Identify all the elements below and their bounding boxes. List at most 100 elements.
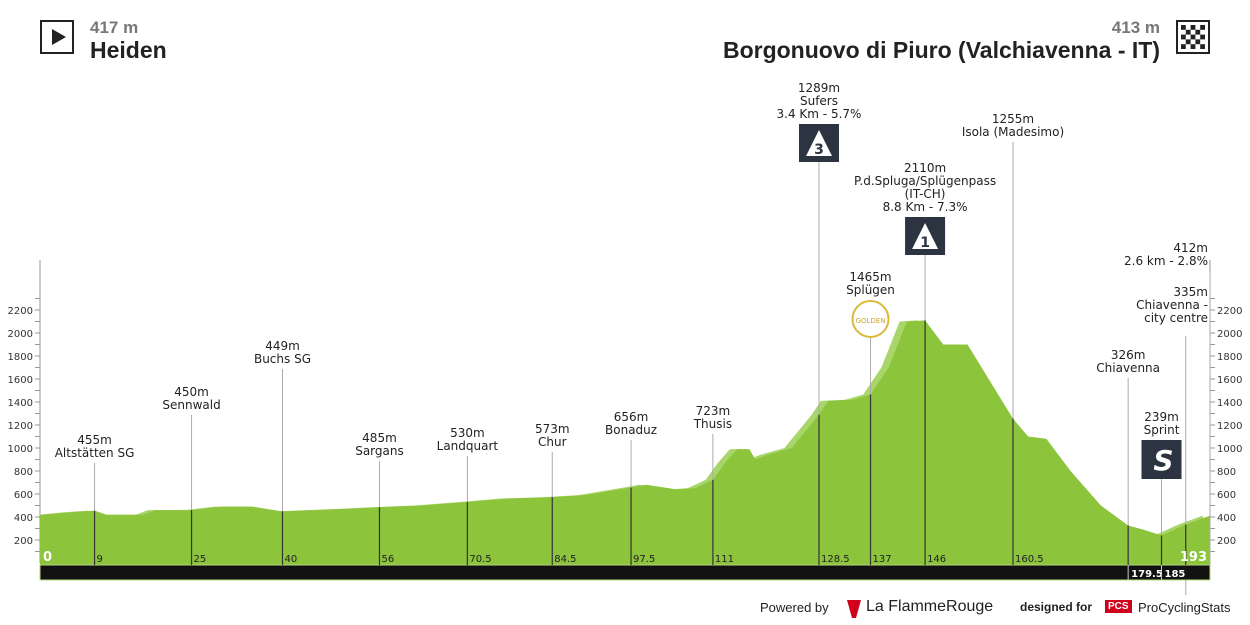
km-marker-label: 137 — [873, 554, 892, 565]
point-label: 1465m — [849, 270, 891, 284]
point-label: 450m — [174, 385, 209, 399]
finish-name: Borgonuovo di Piuro (Valchiavenna - IT) — [722, 37, 1160, 63]
km-marker-label: 179.5 — [1131, 569, 1163, 580]
y-tick-label-right: 400 — [1217, 513, 1236, 524]
powered-by-label: Powered by — [760, 600, 829, 615]
point-label: city centre — [1144, 311, 1208, 325]
km-marker-label: 146 — [927, 554, 946, 565]
km-marker-label: 84.5 — [554, 554, 576, 565]
y-tick-label-right: 600 — [1217, 490, 1236, 501]
point-label: Isola (Madesimo) — [962, 125, 1064, 139]
kom-triangle-icon — [912, 223, 939, 249]
y-tick-label-right: 2000 — [1217, 329, 1242, 340]
y-tick-label-right: 1000 — [1217, 444, 1242, 455]
checker-square — [1181, 34, 1186, 40]
point-label: 335m — [1173, 285, 1208, 299]
point-label: Landquart — [437, 439, 499, 453]
km-marker-label: 56 — [381, 554, 394, 565]
y-tick-label-left: 1400 — [8, 398, 33, 409]
y-tick-label-right: 1600 — [1217, 375, 1242, 386]
point-label: Buchs SG — [254, 352, 311, 366]
kom-category: 1 — [920, 235, 930, 251]
point-label: 449m — [265, 339, 300, 353]
finish-info: 413 m Borgonuovo di Piuro (Valchiavenna … — [723, 18, 1160, 62]
brand-name: La FlammeRouge — [866, 598, 994, 615]
point-label: Thusis — [693, 417, 732, 431]
profile-area — [40, 320, 1210, 565]
point-label: 2.6 km - 2.8% — [1124, 254, 1208, 268]
point-label: 455m — [77, 433, 112, 447]
km-marker-label: 9 — [97, 554, 103, 565]
km-marker-label: 193 — [1180, 550, 1207, 565]
kom-triangle-icon — [805, 130, 832, 156]
point-label: Sprint — [1144, 423, 1180, 437]
y-tick-label-left: 2200 — [8, 306, 33, 317]
checker-square — [1195, 39, 1201, 45]
km-marker-label: 70.5 — [469, 554, 491, 565]
checker-square — [1190, 25, 1196, 30]
checker-square — [1200, 34, 1205, 40]
finish-altitude: 413 m — [1111, 18, 1160, 37]
y-tick-label-right: 800 — [1217, 467, 1236, 478]
start-info: 417 m Heiden — [90, 18, 167, 62]
point-label: Chur — [538, 435, 567, 449]
checker-square — [1190, 44, 1196, 49]
y-tick-label-right: 1400 — [1217, 398, 1242, 409]
point-label: Splügen — [846, 283, 895, 297]
point-label: Sennwald — [162, 398, 220, 412]
point-label: 485m — [362, 431, 397, 445]
y-tick-label-left: 600 — [14, 490, 33, 501]
golden-kilometer-text: GOLDEN — [856, 317, 886, 325]
checker-square — [1181, 44, 1186, 49]
checker-square — [1181, 25, 1186, 30]
point-label: (IT-CH) — [905, 187, 946, 201]
km-marker-label: 160.5 — [1015, 554, 1044, 565]
y-tick-label-left: 200 — [14, 536, 33, 547]
y-tick-label-right: 1800 — [1217, 352, 1242, 363]
sprint-icon: S — [1153, 444, 1173, 477]
km-marker-label: 25 — [194, 554, 207, 565]
y-tick-label-right: 200 — [1217, 536, 1236, 547]
point-label: 239m — [1144, 410, 1179, 424]
flamme-rouge-logo-icon — [847, 600, 861, 618]
point-label: 2110m — [904, 161, 946, 175]
point-label: 3.4 Km - 5.7% — [777, 107, 862, 121]
distance-bar — [39, 564, 1211, 581]
y-tick-label-right: 1200 — [1217, 421, 1242, 432]
checkered-flag-icon — [1176, 20, 1210, 54]
point-label: 412m — [1173, 241, 1208, 255]
point-label: Bonaduz — [605, 423, 657, 437]
checker-square — [1185, 39, 1191, 45]
checker-square — [1195, 29, 1201, 35]
point-label: 1255m — [992, 112, 1034, 126]
point-label: 1289m — [798, 81, 840, 95]
point-label: P.d.Spluga/Splügenpass — [854, 174, 996, 188]
checker-square — [1200, 25, 1205, 30]
play-icon — [40, 20, 74, 54]
point-label: Sufers — [800, 94, 838, 108]
y-tick-label-left: 2000 — [8, 329, 33, 340]
y-tick-label-left: 1600 — [8, 375, 33, 386]
point-label: 656m — [614, 410, 649, 424]
km-marker-label: 128.5 — [821, 554, 850, 565]
km-marker-label: 185 — [1165, 569, 1186, 580]
point-label: 326m — [1111, 348, 1146, 362]
kom-category: 3 — [814, 142, 824, 158]
checker-square — [1185, 29, 1191, 35]
point-label: 530m — [450, 426, 485, 440]
y-tick-label-left: 1800 — [8, 352, 33, 363]
start-altitude: 417 m — [90, 18, 139, 37]
start-name: Heiden — [90, 37, 167, 63]
y-tick-label-left: 400 — [14, 513, 33, 524]
km-marker-label: 0 — [43, 550, 52, 565]
pcs-logo: PCS — [1105, 600, 1132, 613]
point-label: Chiavenna - — [1136, 298, 1208, 312]
pcs-name: ProCyclingStats — [1138, 600, 1231, 615]
point-label: 723m — [696, 404, 731, 418]
y-tick-label-left: 800 — [14, 467, 33, 478]
point-label: Altstätten SG — [55, 446, 135, 460]
km-marker-label: 40 — [284, 554, 297, 565]
designed-for-label: designed for — [1020, 600, 1093, 614]
